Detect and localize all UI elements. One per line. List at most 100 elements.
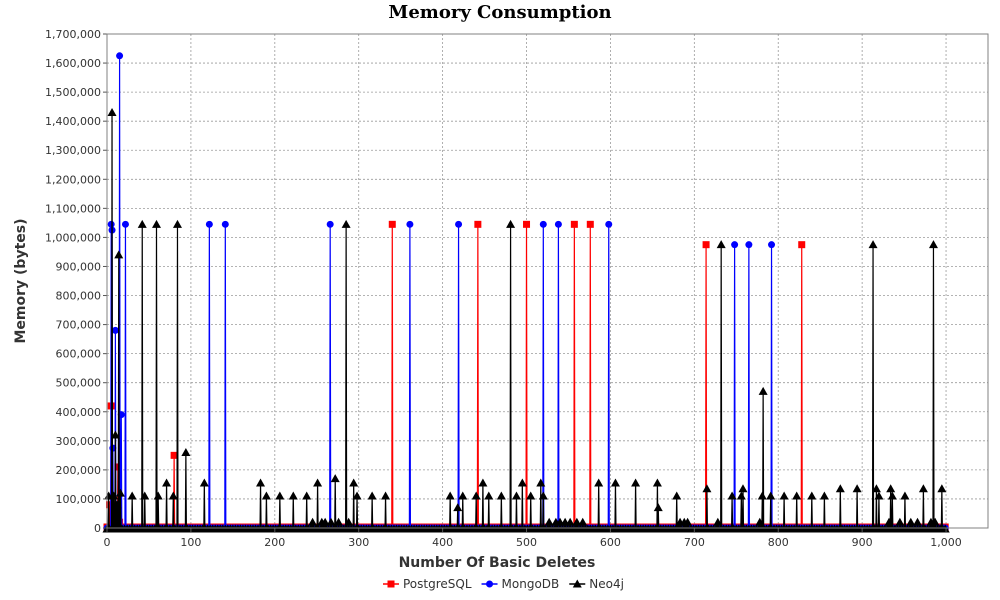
data-point: [458, 491, 468, 500]
data-point: [506, 219, 516, 228]
data-point: [928, 240, 938, 249]
data-point: [852, 484, 862, 493]
data-point: [745, 241, 753, 249]
legend-label: PostgreSQL: [403, 577, 472, 591]
y-tick-label: 1,400,000: [45, 115, 101, 128]
y-tick-label: 500,000: [56, 377, 102, 390]
data-point: [937, 484, 947, 493]
data-point: [344, 517, 354, 526]
data-point: [539, 220, 547, 228]
y-tick-label: 900,000: [56, 260, 102, 273]
data-point: [884, 517, 894, 526]
data-point: [819, 491, 829, 500]
y-tick-label: 400,000: [56, 406, 102, 419]
data-point: [716, 240, 726, 249]
data-point: [162, 478, 172, 487]
y-tick-label: 1,300,000: [45, 144, 101, 157]
data-point: [544, 517, 554, 526]
data-point: [683, 517, 693, 526]
legend-marker: [572, 579, 582, 588]
data-point: [352, 491, 362, 500]
data-point: [511, 491, 521, 500]
data-point: [913, 517, 923, 526]
data-point: [453, 503, 463, 512]
data-point: [727, 491, 737, 500]
data-point: [172, 219, 182, 228]
data-point: [261, 491, 271, 500]
data-point: [107, 220, 115, 228]
data-point: [205, 220, 213, 228]
y-tick-label: 0: [94, 522, 101, 535]
legend-marker: [486, 580, 494, 588]
data-point: [807, 491, 817, 500]
legend-label: Neo4j: [589, 577, 624, 591]
data-point: [181, 447, 191, 456]
x-tick-label: 800: [768, 536, 789, 549]
data-point: [798, 241, 806, 249]
data-point: [652, 478, 662, 487]
data-point: [406, 220, 414, 228]
legend-item-postgresql: PostgreSQL: [383, 577, 472, 591]
data-point: [455, 220, 463, 228]
x-tick-label: 400: [432, 536, 453, 549]
data-point: [631, 478, 641, 487]
data-point: [330, 474, 340, 483]
plot-border: [106, 33, 989, 529]
data-point: [334, 517, 344, 526]
data-point: [731, 241, 739, 249]
data-point: [736, 491, 746, 500]
data-point: [886, 484, 896, 493]
x-tick-label: 200: [264, 536, 285, 549]
axis-layer: 0 100,000 200,000 300,000 400,000 500,000 600,…: [45, 28, 989, 549]
data-point: [758, 386, 768, 395]
y-tick-label: 700,000: [56, 319, 102, 332]
y-axis-label: Memory (bytes): [13, 218, 29, 343]
data-point: [308, 517, 318, 526]
data-point: [900, 491, 910, 500]
y-tick-label: 1,500,000: [45, 86, 101, 99]
data-point: [341, 219, 351, 228]
data-point: [868, 240, 878, 249]
legend: PostgreSQL MongoDB Neo4j: [383, 577, 624, 591]
data-point: [702, 241, 710, 249]
data-point: [256, 478, 266, 487]
x-tick-label: 300: [348, 536, 369, 549]
data-point: [115, 488, 125, 497]
legend-marker: [387, 580, 395, 588]
data-point: [381, 491, 391, 500]
data-point: [349, 478, 359, 487]
data-point: [367, 491, 377, 500]
data-point: [288, 491, 298, 500]
data-point: [107, 107, 117, 116]
data-point: [199, 478, 209, 487]
y-tick-label: 600,000: [56, 348, 102, 361]
data-point: [275, 491, 285, 500]
y-tick-label: 1,600,000: [45, 57, 101, 70]
data-point: [471, 491, 481, 500]
data-point: [121, 220, 129, 228]
data-point: [578, 517, 588, 526]
chart-title: Memory Consumption: [388, 2, 611, 23]
data-point: [672, 491, 682, 500]
data-point: [127, 491, 137, 500]
data-point: [874, 491, 884, 500]
data-point: [484, 491, 494, 500]
data-point: [605, 220, 613, 228]
data-point: [792, 491, 802, 500]
grid-layer: [106, 33, 988, 529]
data-point: [152, 219, 162, 228]
data-point: [610, 478, 620, 487]
y-tick-label: 200,000: [56, 464, 102, 477]
data-point: [757, 491, 767, 500]
x-tick-label: 0: [104, 536, 111, 549]
data-point: [565, 517, 575, 526]
data-point: [221, 220, 229, 228]
data-point: [320, 517, 330, 526]
data-point: [302, 491, 312, 500]
data-point: [110, 430, 120, 439]
data-point: [137, 219, 147, 228]
data-point: [114, 250, 124, 259]
data-point: [713, 517, 723, 526]
data-point: [526, 491, 536, 500]
data-point: [111, 326, 119, 334]
